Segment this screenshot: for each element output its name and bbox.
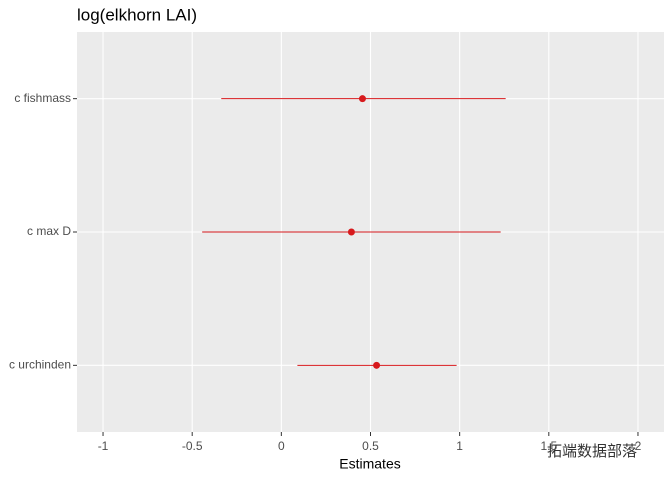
x-tick-label: 1.5 — [540, 439, 557, 453]
y-tick-label: c urchinden — [9, 358, 71, 372]
estimate-point — [373, 361, 381, 369]
estimate-point — [347, 228, 355, 236]
x-axis-title: Estimates — [339, 456, 400, 472]
y-tick-label: c max D — [27, 224, 71, 238]
y-tick-label: c fishmass — [14, 91, 71, 105]
watermark: 拓端数据部落 — [547, 443, 637, 460]
x-tick-label: 1 — [456, 439, 463, 453]
estimate-point — [358, 95, 366, 103]
x-tick-label: 0.5 — [362, 439, 379, 453]
x-tick-label: -1 — [98, 439, 109, 453]
x-tick-label: 2 — [635, 439, 642, 453]
chart-title: log(elkhorn LAI) — [77, 5, 197, 24]
x-tick-label: 0 — [278, 439, 285, 453]
x-tick-label: -0.5 — [182, 439, 203, 453]
